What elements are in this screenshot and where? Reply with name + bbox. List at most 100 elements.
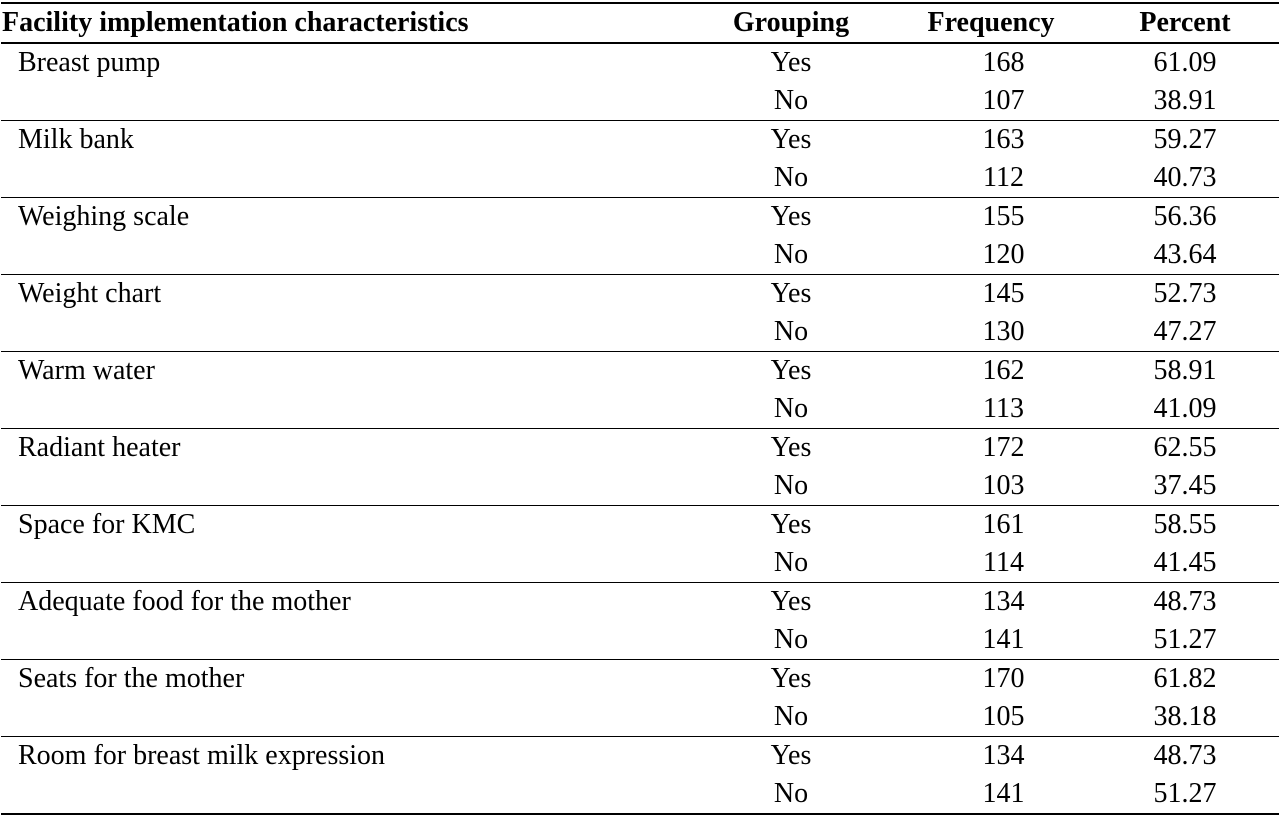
frequency-cell: 170 — [982, 663, 1025, 694]
table-row: No 120 43.64 — [1, 236, 1279, 275]
grouping-cell: No — [691, 236, 891, 275]
grouping-cell: Yes — [770, 509, 812, 540]
table-row: No 105 38.18 — [1, 698, 1279, 737]
characteristic-cell: Milk bank — [18, 124, 134, 155]
table-header: Facility implementation characteristics … — [1, 2, 1279, 44]
percent-cell: 43.64 — [1091, 236, 1279, 275]
percent-cell: 58.91 — [1153, 355, 1217, 386]
percent-cell: 61.82 — [1153, 663, 1217, 694]
table-row: Warm water Yes 162 58.91 — [1, 352, 1279, 391]
percent-cell: 38.18 — [1091, 698, 1279, 737]
grouping-cell: Yes — [770, 124, 812, 155]
frequency-cell: 113 — [891, 390, 1091, 429]
frequency-cell: 172 — [982, 432, 1025, 463]
frequency-cell: 141 — [891, 621, 1091, 660]
frequency-cell: 162 — [982, 355, 1025, 386]
characteristic-cell: Breast pump — [18, 47, 161, 78]
header-characteristics: Facility implementation characteristics — [1, 2, 691, 44]
frequency-cell: 134 — [982, 586, 1025, 617]
frequency-cell: 114 — [891, 544, 1091, 583]
frequency-cell: 120 — [891, 236, 1091, 275]
frequency-cell: 105 — [891, 698, 1091, 737]
table-row: Breast pump Yes 168 61.09 — [1, 43, 1279, 82]
characteristic-cell-empty — [1, 159, 691, 198]
characteristic-cell-empty — [1, 621, 691, 660]
grouping-cell: Yes — [770, 663, 812, 694]
percent-cell: 61.09 — [1153, 47, 1217, 78]
grouping-cell: Yes — [770, 355, 812, 386]
table-row: Space for KMC Yes 161 58.55 — [1, 506, 1279, 545]
frequency-cell: 130 — [891, 313, 1091, 352]
grouping-cell: No — [691, 313, 891, 352]
grouping-cell: No — [691, 775, 891, 815]
grouping-cell: Yes — [770, 278, 812, 309]
header-grouping: Grouping — [691, 2, 891, 44]
percent-cell: 40.73 — [1091, 159, 1279, 198]
characteristic-cell-empty — [1, 82, 691, 121]
characteristic-cell-empty — [1, 236, 691, 275]
table-row: Radiant heater Yes 172 62.55 — [1, 429, 1279, 468]
header-row: Facility implementation characteristics … — [1, 2, 1279, 44]
percent-cell: 62.55 — [1153, 432, 1217, 463]
table-row: Milk bank Yes 163 59.27 — [1, 121, 1279, 160]
grouping-cell: No — [691, 82, 891, 121]
grouping-cell: Yes — [770, 432, 812, 463]
table-row: No 141 51.27 — [1, 775, 1279, 815]
characteristic-cell-empty — [1, 775, 691, 815]
percent-cell: 51.27 — [1091, 621, 1279, 660]
percent-cell: 38.91 — [1091, 82, 1279, 121]
table-row: No 112 40.73 — [1, 159, 1279, 198]
percent-cell: 58.55 — [1153, 509, 1217, 540]
characteristic-cell: Space for KMC — [18, 509, 196, 540]
percent-cell: 41.09 — [1091, 390, 1279, 429]
table-row: Weight chart Yes 145 52.73 — [1, 275, 1279, 314]
table-row: No 114 41.45 — [1, 544, 1279, 583]
grouping-cell: No — [691, 544, 891, 583]
percent-cell: 41.45 — [1091, 544, 1279, 583]
header-frequency: Frequency — [891, 2, 1091, 44]
percent-cell: 52.73 — [1153, 278, 1217, 309]
characteristic-cell: Weighing scale — [18, 201, 190, 232]
percent-cell: 59.27 — [1153, 124, 1217, 155]
grouping-cell: Yes — [770, 201, 812, 232]
grouping-cell: No — [691, 159, 891, 198]
grouping-cell: No — [691, 698, 891, 737]
characteristic-cell: Adequate food for the mother — [18, 586, 351, 617]
grouping-cell: No — [691, 467, 891, 506]
percent-cell: 51.27 — [1091, 775, 1279, 815]
characteristic-cell-empty — [1, 390, 691, 429]
grouping-cell: Yes — [770, 47, 812, 78]
frequency-cell: 141 — [891, 775, 1091, 815]
characteristic-cell-empty — [1, 544, 691, 583]
frequency-cell: 168 — [982, 47, 1025, 78]
frequency-cell: 107 — [891, 82, 1091, 121]
characteristic-cell: Weight chart — [18, 278, 162, 309]
grouping-cell: Yes — [770, 586, 812, 617]
frequency-cell: 145 — [982, 278, 1025, 309]
table-row: No 141 51.27 — [1, 621, 1279, 660]
characteristic-cell-empty — [1, 313, 691, 352]
table-row: No 113 41.09 — [1, 390, 1279, 429]
characteristic-cell: Room for breast milk expression — [18, 740, 386, 771]
grouping-cell: No — [691, 621, 891, 660]
frequency-cell: 134 — [982, 740, 1025, 771]
table-body: Breast pump Yes 168 61.09 No 107 38.91 Milk ban… — [1, 43, 1279, 815]
grouping-cell: Yes — [770, 740, 812, 771]
frequency-cell: 161 — [982, 509, 1025, 540]
characteristic-cell: Warm water — [18, 355, 155, 386]
percent-cell: 56.36 — [1153, 201, 1217, 232]
table-row: No 107 38.91 — [1, 82, 1279, 121]
table-row: Adequate food for the mother Yes 134 48.73 — [1, 583, 1279, 622]
table-row: No 130 47.27 — [1, 313, 1279, 352]
table-row: Weighing scale Yes 155 56.36 — [1, 198, 1279, 237]
percent-cell: 37.45 — [1091, 467, 1279, 506]
frequency-cell: 112 — [891, 159, 1091, 198]
characteristic-cell-empty — [1, 467, 691, 506]
header-percent: Percent — [1091, 2, 1279, 44]
percent-cell: 47.27 — [1091, 313, 1279, 352]
table-row: Room for breast milk expression Yes 134 48.… — [1, 737, 1279, 776]
characteristic-cell-empty — [1, 698, 691, 737]
frequency-cell: 163 — [982, 124, 1025, 155]
